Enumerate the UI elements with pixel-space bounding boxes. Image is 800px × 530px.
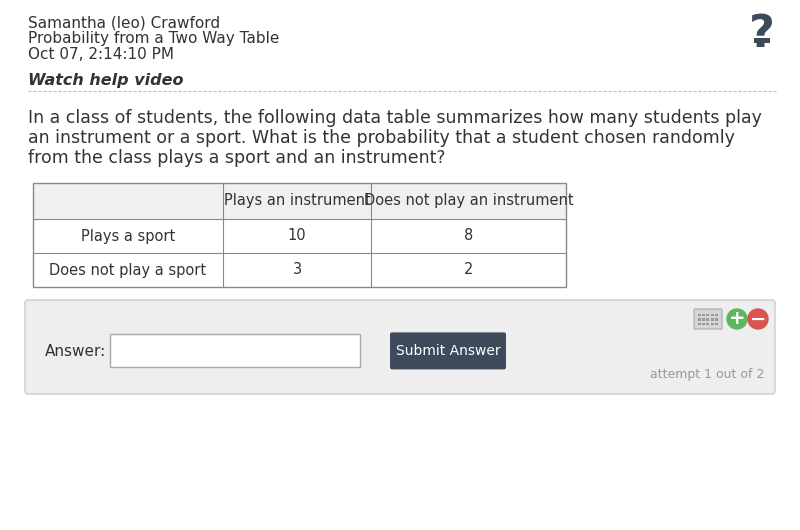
Bar xyxy=(698,318,701,321)
Bar xyxy=(715,318,718,321)
Text: Plays a sport: Plays a sport xyxy=(81,228,175,243)
Text: 10: 10 xyxy=(288,228,306,243)
Text: Does not play a sport: Does not play a sport xyxy=(50,262,206,278)
Bar xyxy=(706,318,710,321)
Bar xyxy=(715,314,718,316)
Text: Oct 07, 2:14:10 PM: Oct 07, 2:14:10 PM xyxy=(28,47,174,62)
Text: 3: 3 xyxy=(293,262,302,278)
FancyBboxPatch shape xyxy=(694,309,722,329)
Bar xyxy=(754,38,770,43)
Text: +: + xyxy=(729,310,746,329)
Bar xyxy=(710,318,714,321)
Text: 8: 8 xyxy=(464,228,473,243)
Bar xyxy=(706,314,710,316)
Bar xyxy=(33,183,566,219)
Text: an instrument or a sport. What is the probability that a student chosen randomly: an instrument or a sport. What is the pr… xyxy=(28,129,735,147)
Text: Does not play an instrument: Does not play an instrument xyxy=(364,193,574,208)
Text: Probability from a Two Way Table: Probability from a Two Way Table xyxy=(28,31,279,46)
Bar xyxy=(710,322,714,325)
Bar xyxy=(706,322,710,325)
Text: Plays an instrument: Plays an instrument xyxy=(224,193,370,208)
Bar xyxy=(110,334,360,367)
Text: ?: ? xyxy=(749,13,775,56)
Text: Answer:: Answer: xyxy=(45,344,106,359)
Bar xyxy=(702,322,706,325)
Bar xyxy=(698,314,701,316)
Text: Watch help video: Watch help video xyxy=(28,73,183,88)
Text: In a class of students, the following data table summarizes how many students pl: In a class of students, the following da… xyxy=(28,109,762,127)
Text: Submit Answer: Submit Answer xyxy=(396,344,500,358)
Circle shape xyxy=(748,309,768,329)
Bar xyxy=(702,318,706,321)
Text: Samantha (leo) Crawford: Samantha (leo) Crawford xyxy=(28,15,220,30)
Bar xyxy=(710,314,714,316)
Text: 2: 2 xyxy=(464,262,473,278)
Text: from the class plays a sport and an instrument?: from the class plays a sport and an inst… xyxy=(28,149,446,167)
FancyBboxPatch shape xyxy=(390,332,506,369)
Bar xyxy=(715,322,718,325)
Bar xyxy=(698,322,701,325)
Text: −: − xyxy=(750,310,766,329)
Circle shape xyxy=(727,309,747,329)
Bar xyxy=(702,314,706,316)
FancyBboxPatch shape xyxy=(25,300,775,394)
Text: attempt 1 out of 2: attempt 1 out of 2 xyxy=(650,368,764,381)
Bar xyxy=(33,183,566,287)
